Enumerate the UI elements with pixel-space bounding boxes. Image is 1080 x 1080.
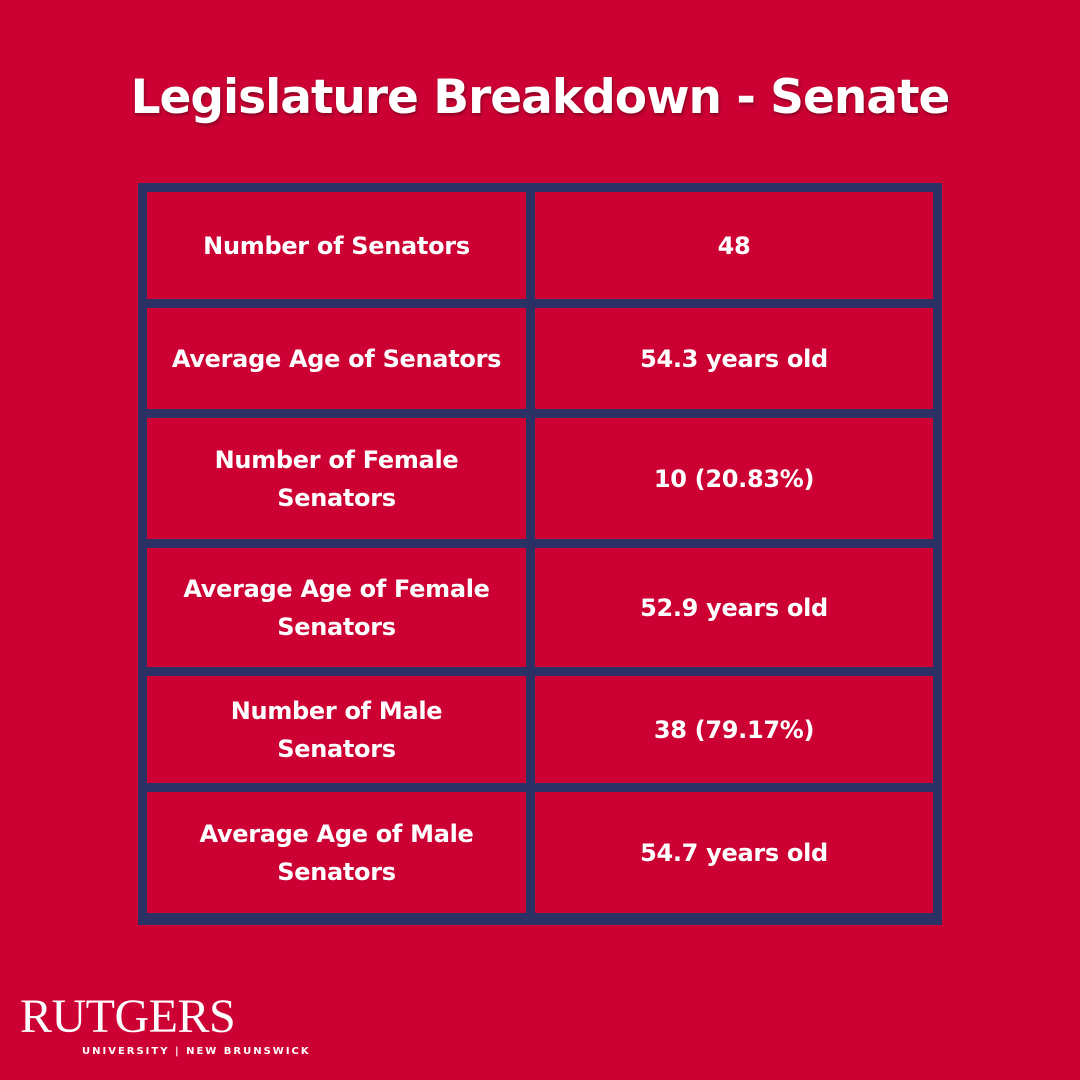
rutgers-logo: RUTGERS UNIVERSITY | NEW BRUNSWICK	[20, 990, 310, 1062]
row-label: Number of Female Senators	[147, 418, 526, 539]
row-label: Number of Senators	[147, 192, 526, 299]
logo-subtitle: UNIVERSITY | NEW BRUNSWICK	[82, 1046, 311, 1057]
senate-stats-table: Number of Senators 48 Average Age of Sen…	[138, 183, 942, 925]
logo-wordmark: RUTGERS	[20, 990, 236, 1043]
row-value: 54.3 years old	[535, 308, 933, 409]
row-label: Average Age of Senators	[147, 308, 526, 409]
row-label: Average Age of Female Senators	[147, 548, 526, 667]
row-value: 54.7 years old	[535, 792, 933, 913]
row-value: 38 (79.17%)	[535, 676, 933, 783]
row-label: Average Age of Male Senators	[147, 792, 526, 913]
row-label: Number of Male Senators	[147, 676, 526, 783]
page-title: Legislature Breakdown - Senate	[130, 70, 951, 125]
row-value: 48	[535, 192, 933, 299]
row-value: 10 (20.83%)	[535, 418, 933, 539]
row-value: 52.9 years old	[535, 548, 933, 667]
